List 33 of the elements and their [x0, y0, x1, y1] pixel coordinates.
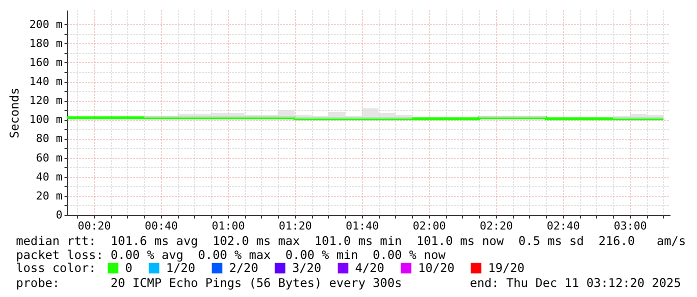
- x-tick-label: 00:20: [78, 220, 111, 232]
- x-tick-label: 03:00: [614, 220, 647, 232]
- y-tick-label: 0: [56, 208, 62, 222]
- x-tick-label: 01:20: [278, 220, 312, 232]
- x-tick-label: 02:00: [412, 220, 446, 232]
- legend-label: 1/20: [166, 261, 196, 276]
- y-tick-label: 160 m: [29, 56, 63, 69]
- legend-label: 2/20: [229, 261, 258, 276]
- text: median rtt: 101.6 ms avg 102.0 ms max 101.0 ms min 101.0 ms now 0.5 ms sd 216.0 am/s: [16, 234, 686, 248]
- text: probe: 20 ICMP Echo Pings (56 Bytes) every 300s: [16, 276, 402, 290]
- text: packet loss: 0.00 % avg 0.00 % max 0.00 % min 0.00 % now: [16, 248, 446, 262]
- legend-label: 10/20: [418, 261, 455, 276]
- y-tick-label: 80 m: [36, 132, 63, 146]
- y-tick-label: 180 m: [29, 36, 63, 50]
- legend-label: 19/20: [488, 261, 525, 276]
- x-tick-label: 01:40: [346, 220, 379, 232]
- legend-title: loss color:: [16, 261, 96, 275]
- x-tick-label: 02:20: [480, 220, 513, 232]
- y-tick-label: 200 m: [29, 18, 63, 31]
- x-tick-label: 02:40: [546, 220, 580, 232]
- legend-label: 3/20: [292, 261, 322, 276]
- legend-label: 4/20: [355, 261, 384, 276]
- y-tick-label: 20 m: [36, 189, 63, 202]
- y-tick-label: 60 m: [36, 151, 63, 164]
- y-tick-label: 140 m: [29, 75, 63, 88]
- y-tick-label: 100 m: [29, 113, 63, 126]
- y-tick-label: 120 m: [29, 94, 63, 108]
- y-tick-label: 40 m: [36, 170, 63, 184]
- x-tick-label: 00:40: [144, 220, 178, 232]
- legend-label: 0: [125, 261, 132, 276]
- text: end: Thu Dec 11 03:12:20 2025: [470, 276, 681, 290]
- y-axis-title: Seconds: [7, 88, 22, 138]
- x-tick-label: 01:00: [212, 220, 245, 232]
